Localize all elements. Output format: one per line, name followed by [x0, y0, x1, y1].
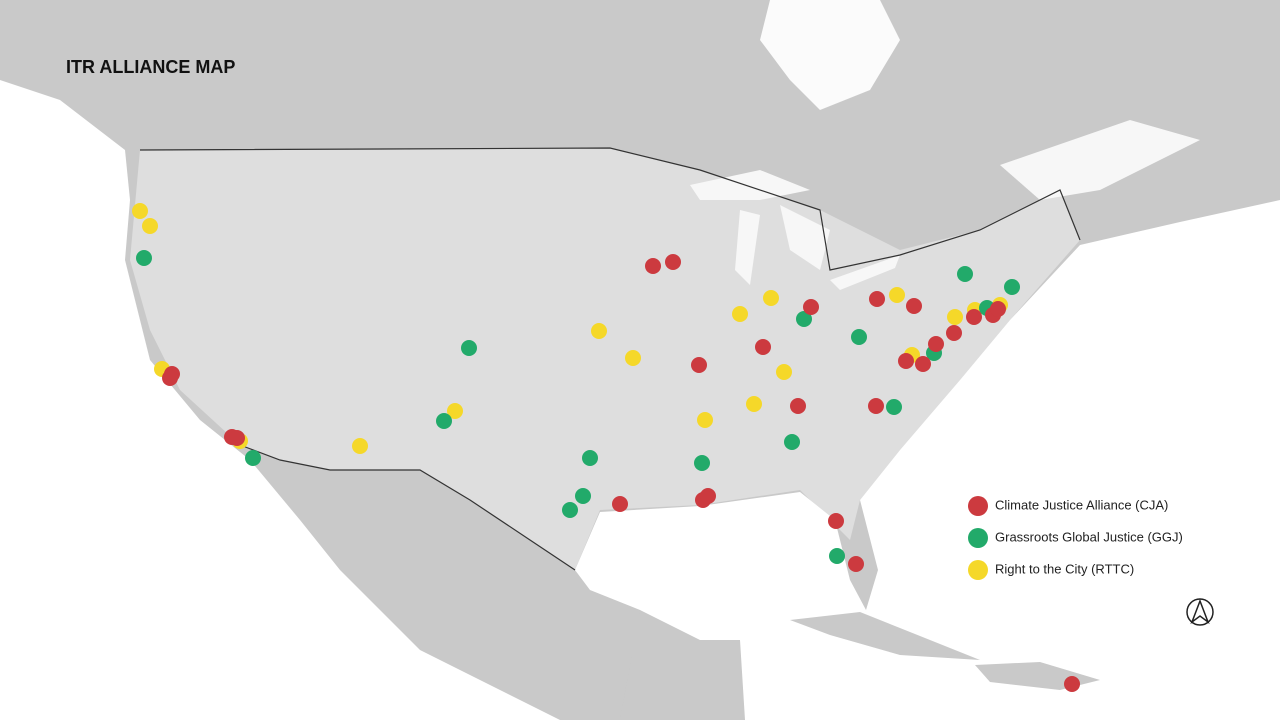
ggj-marker [957, 266, 973, 282]
lake [780, 205, 830, 270]
ggj-marker [436, 413, 452, 429]
lake [830, 255, 900, 290]
rttc-marker [763, 290, 779, 306]
legend: Climate Justice Alliance (CJA) Grassroots… [968, 496, 1183, 580]
cja-marker [898, 353, 914, 369]
cuba [790, 612, 980, 660]
cja-marker [990, 301, 1006, 317]
legend-label: Climate Justice Alliance (CJA) [995, 497, 1168, 512]
rttc-marker [947, 309, 963, 325]
ggj-marker [136, 250, 152, 266]
cja-marker [803, 299, 819, 315]
pacific-ocean [0, 80, 560, 720]
rttc-marker [889, 287, 905, 303]
cja-marker [645, 258, 661, 274]
cja-marker [915, 356, 931, 372]
rttc-marker [732, 306, 748, 322]
ggj-marker [796, 311, 812, 327]
ggj-marker [851, 329, 867, 345]
ggj-marker [245, 450, 261, 466]
legend-swatch [968, 528, 988, 548]
gulf-st-lawrence [1000, 120, 1200, 200]
rttc-marker [697, 412, 713, 428]
legend-swatch [968, 560, 988, 580]
legend-label: Grassroots Global Justice (GGJ) [995, 529, 1183, 544]
ggj-marker [694, 455, 710, 471]
cja-marker [966, 309, 982, 325]
us-region [130, 148, 1080, 570]
ggj-marker [1004, 279, 1020, 295]
map-title: ITR ALLIANCE MAP [66, 57, 235, 77]
cja-marker [1064, 676, 1080, 692]
cja-marker [906, 298, 922, 314]
cja-marker [928, 336, 944, 352]
cja-marker [790, 398, 806, 414]
cja-marker [828, 513, 844, 529]
atlantic-gulf [575, 200, 1280, 720]
ggj-marker [582, 450, 598, 466]
ggj-marker [829, 548, 845, 564]
lake [690, 170, 810, 200]
rttc-marker [625, 350, 641, 366]
rttc-marker [132, 203, 148, 219]
cja-marker [848, 556, 864, 572]
cja-marker [700, 488, 716, 504]
cja-marker [869, 291, 885, 307]
rttc-marker [776, 364, 792, 380]
cja-marker [162, 370, 178, 386]
rttc-marker [447, 403, 463, 419]
rttc-marker [746, 396, 762, 412]
rttc-marker [142, 218, 158, 234]
legend-label: Right to the City (RTTC) [995, 561, 1134, 576]
border [139, 147, 1081, 271]
ggj-marker [575, 488, 591, 504]
ggj-marker [562, 502, 578, 518]
cja-marker [665, 254, 681, 270]
rttc-marker [352, 438, 368, 454]
cja-marker [691, 357, 707, 373]
ggj-marker [461, 340, 477, 356]
north-arrow [1186, 598, 1214, 626]
lake [735, 210, 760, 285]
legend-swatch [968, 496, 988, 516]
cja-marker [946, 325, 962, 341]
ggj-marker [784, 434, 800, 450]
cja-marker [229, 430, 245, 446]
ggj-marker [886, 399, 902, 415]
markers [132, 203, 1080, 692]
hudson-bay [760, 0, 900, 110]
cja-marker [612, 496, 628, 512]
cja-marker [868, 398, 884, 414]
border [239, 444, 576, 571]
rttc-marker [591, 323, 607, 339]
cja-marker [755, 339, 771, 355]
yucatan [620, 610, 745, 720]
